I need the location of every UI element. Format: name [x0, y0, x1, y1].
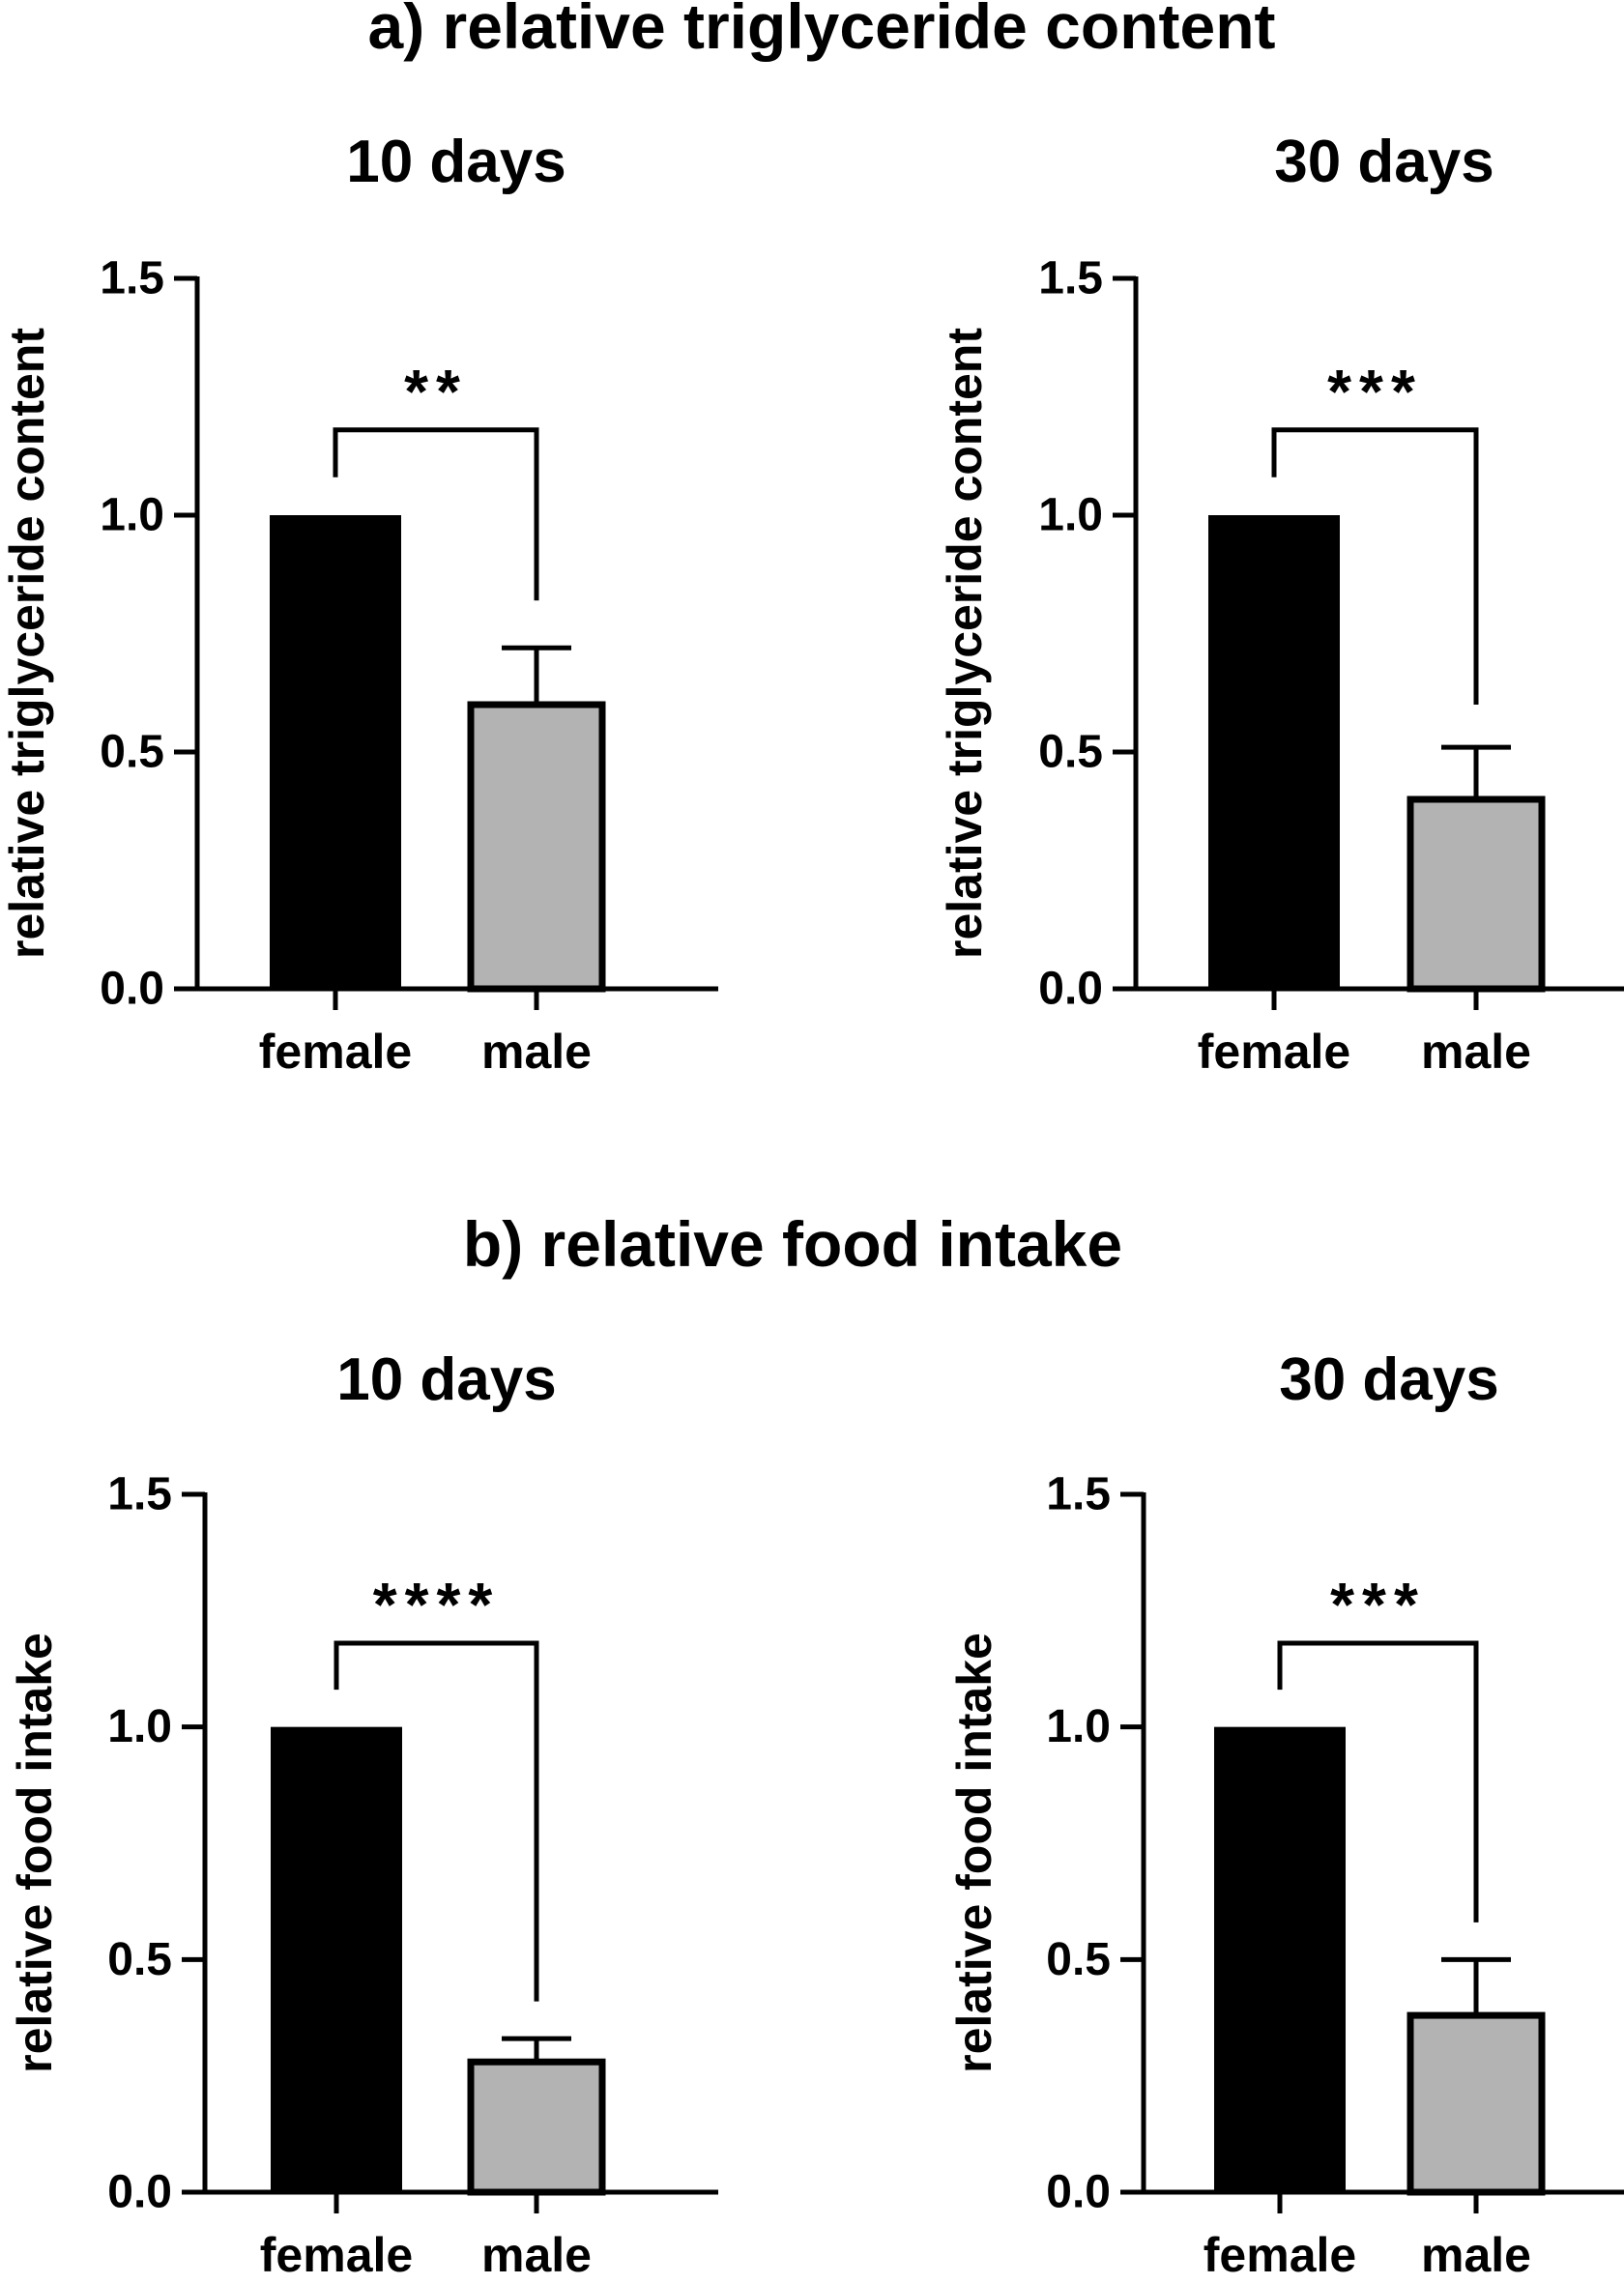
y-tick-label: 1.0 — [1046, 1701, 1111, 1752]
y-tick-label: 0.0 — [1038, 964, 1103, 1015]
x-tick-label-female: female — [1204, 2228, 1356, 2282]
chart-title: 10 days — [336, 1346, 557, 1413]
significance-label: ** — [404, 357, 468, 426]
bar-male — [467, 2058, 606, 2196]
bar-female — [270, 515, 401, 989]
y-tick-label: 1.0 — [107, 1701, 172, 1752]
bar-female — [271, 1726, 402, 2192]
y-tick-label: 0.5 — [1038, 727, 1103, 778]
significance-label: **** — [373, 1570, 501, 1639]
y-tick-label: 0.0 — [1046, 2167, 1111, 2218]
section-heading-a: a) relative triglyceride content — [368, 0, 1276, 62]
chart-panels: 10 days relative triglyceride content 0.0 0… — [0, 129, 1624, 2282]
x-tick-label-female: female — [259, 1025, 412, 1079]
y-axis-label: relative food intake — [8, 1633, 62, 2073]
y-tick-label: 0.5 — [100, 727, 164, 778]
chart-panel-3: 10 days relative food intake 0.0 0.5 1.0 1.5 f… — [8, 1346, 718, 2282]
y-tick-label: 0.5 — [107, 1934, 172, 1985]
chart-panel-1: 10 days relative triglyceride content 0.0 0… — [0, 129, 718, 1079]
x-tick-label-female: female — [1198, 1025, 1350, 1079]
bar-female — [1214, 1726, 1346, 2192]
significance-bracket — [1271, 427, 1479, 705]
y-tick-label: 1.5 — [107, 1469, 172, 1520]
bar-male — [1406, 795, 1546, 993]
chart-title: 30 days — [1274, 129, 1494, 195]
x-tick-label-male: male — [481, 2228, 592, 2282]
y-tick-label: 0.5 — [1046, 1934, 1111, 1985]
chart-title: 30 days — [1279, 1346, 1499, 1413]
bar-male — [467, 701, 606, 993]
y-tick-label: 0.0 — [107, 2167, 172, 2218]
significance-label: *** — [1327, 357, 1423, 426]
bar-male — [1406, 2011, 1546, 2196]
x-tick-label-male: male — [481, 1025, 592, 1079]
significance-label: *** — [1330, 1570, 1426, 1639]
x-tick-label-male: male — [1421, 1025, 1531, 1079]
significance-bracket — [334, 1640, 539, 2002]
chart-panel-2: 30 days relative triglyceride content 0.0 0… — [938, 129, 1624, 1079]
section-heading-b: b) relative food intake — [463, 1208, 1122, 1280]
y-tick-label: 1.5 — [1038, 253, 1103, 304]
chart-title: 10 days — [346, 129, 566, 195]
y-axis-label: relative triglyceride content — [0, 328, 54, 959]
y-tick-label: 0.0 — [100, 964, 164, 1015]
y-axis-label: relative food intake — [947, 1633, 1001, 2073]
y-tick-label: 1.5 — [100, 253, 164, 304]
y-tick-label: 1.0 — [1038, 490, 1103, 541]
y-tick-label: 1.5 — [1046, 1469, 1111, 1520]
x-tick-label-male: male — [1421, 2228, 1531, 2282]
y-tick-label: 1.0 — [100, 490, 164, 541]
chart-panel-4: 30 days relative food intake 0.0 0.5 1.0 1.5 f… — [947, 1346, 1624, 2282]
y-axis-label: relative triglyceride content — [938, 328, 992, 959]
significance-bracket — [1277, 1640, 1479, 1923]
bar-female — [1208, 515, 1340, 989]
x-tick-label-female: female — [260, 2228, 413, 2282]
significance-bracket — [333, 427, 539, 601]
